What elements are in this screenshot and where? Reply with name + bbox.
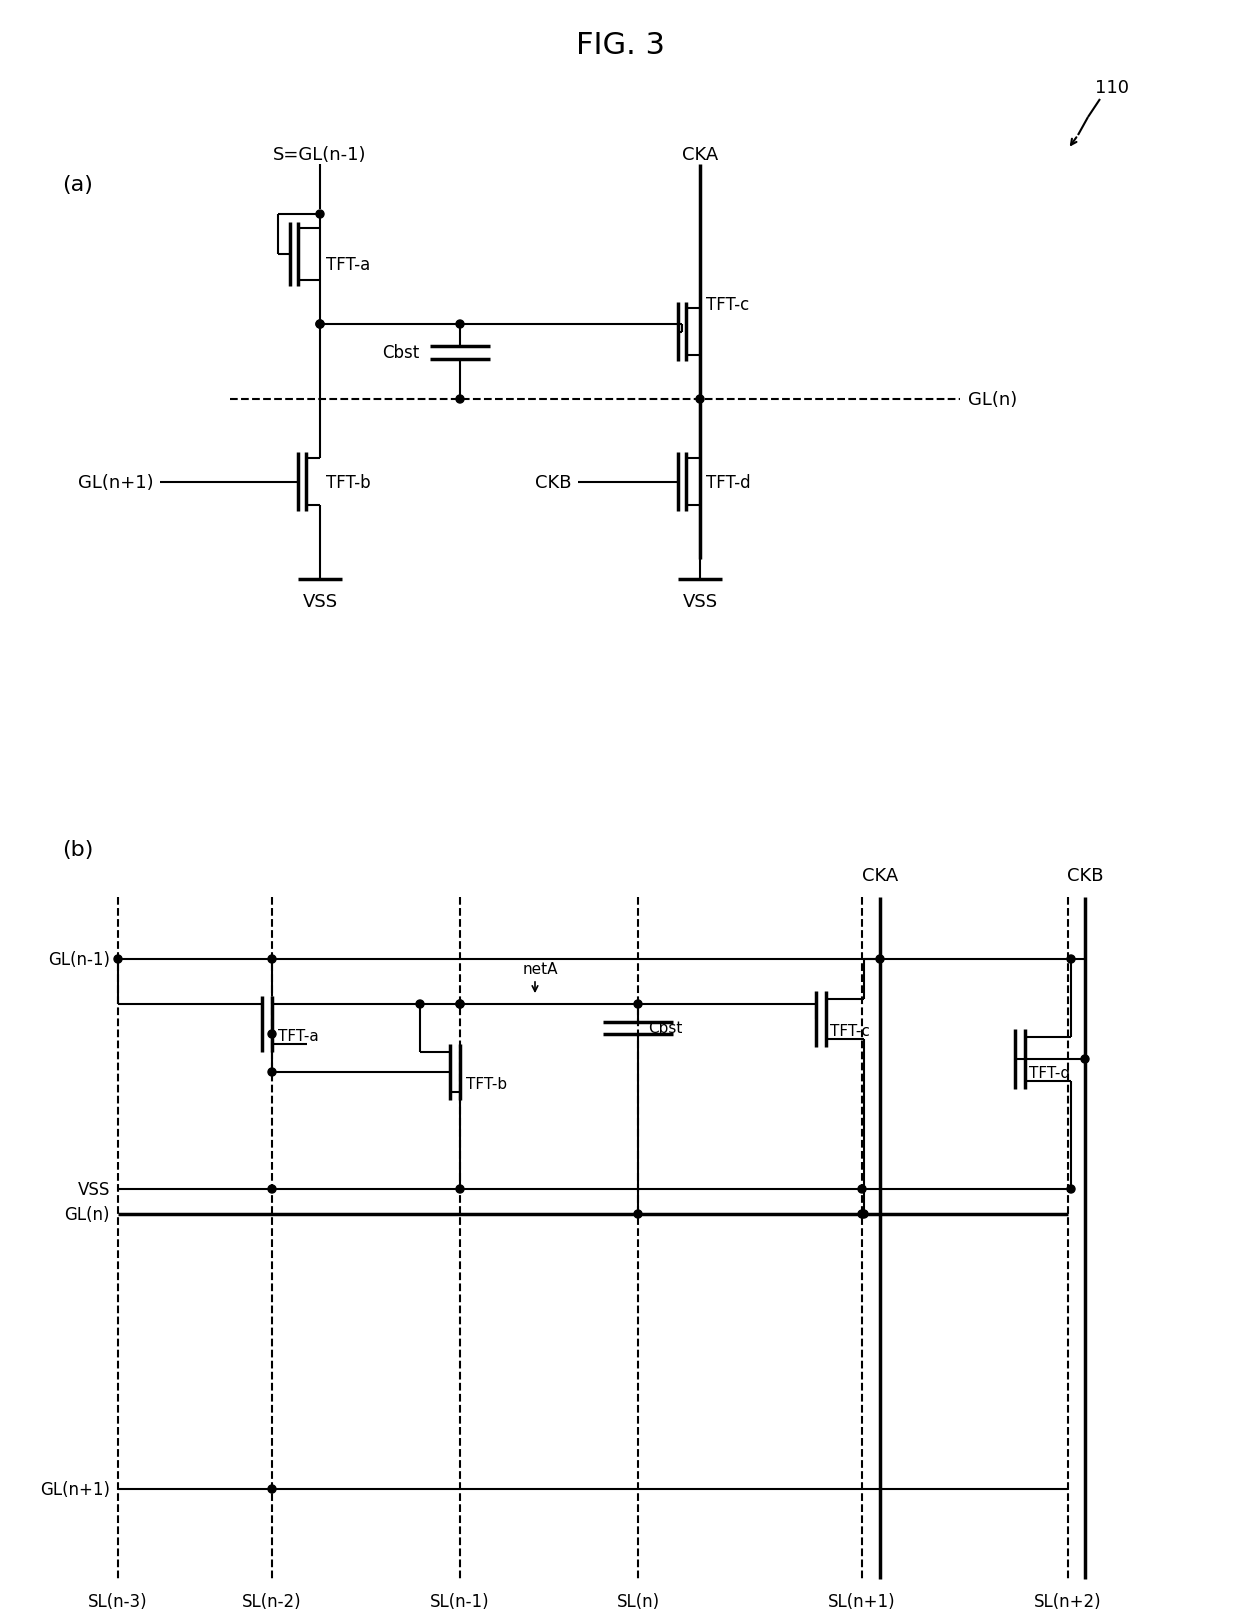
Circle shape xyxy=(415,1000,424,1008)
Text: GL(n-1): GL(n-1) xyxy=(48,951,110,969)
Text: TFT-c: TFT-c xyxy=(830,1024,870,1039)
Circle shape xyxy=(268,1068,277,1076)
Text: VSS: VSS xyxy=(682,592,718,610)
Circle shape xyxy=(114,956,122,964)
Text: 110: 110 xyxy=(1095,80,1128,97)
Circle shape xyxy=(316,321,324,329)
Text: GL(n): GL(n) xyxy=(64,1206,110,1224)
Circle shape xyxy=(696,396,704,404)
Text: CKA: CKA xyxy=(862,867,898,885)
Circle shape xyxy=(268,1485,277,1493)
Circle shape xyxy=(861,1211,868,1219)
Circle shape xyxy=(456,1000,464,1008)
Text: (a): (a) xyxy=(62,175,93,195)
Text: SL(n): SL(n) xyxy=(616,1592,660,1610)
Circle shape xyxy=(316,211,324,219)
Text: SL(n+1): SL(n+1) xyxy=(828,1592,895,1610)
Circle shape xyxy=(268,1031,277,1039)
Circle shape xyxy=(858,1211,866,1219)
Text: SL(n+2): SL(n+2) xyxy=(1034,1592,1102,1610)
Text: CKB: CKB xyxy=(536,474,572,492)
Text: TFT-d: TFT-d xyxy=(1029,1066,1070,1081)
Text: VSS: VSS xyxy=(303,592,337,610)
Text: SL(n-1): SL(n-1) xyxy=(430,1592,490,1610)
Circle shape xyxy=(858,1185,866,1193)
Text: TFT-b: TFT-b xyxy=(326,474,371,492)
Text: FIG. 3: FIG. 3 xyxy=(575,31,665,60)
Circle shape xyxy=(634,1000,642,1008)
Circle shape xyxy=(268,1185,277,1193)
Circle shape xyxy=(875,956,884,964)
Text: CKA: CKA xyxy=(682,146,718,164)
Text: SL(n-2): SL(n-2) xyxy=(242,1592,301,1610)
Text: Cbst: Cbst xyxy=(382,344,419,362)
Text: VSS: VSS xyxy=(78,1180,110,1198)
Circle shape xyxy=(1066,956,1075,964)
Circle shape xyxy=(634,1211,642,1219)
Text: GL(n): GL(n) xyxy=(968,391,1017,409)
Text: CKB: CKB xyxy=(1066,867,1104,885)
Circle shape xyxy=(456,396,464,404)
Text: S=GL(n-1): S=GL(n-1) xyxy=(273,146,367,164)
Circle shape xyxy=(456,321,464,329)
Circle shape xyxy=(456,1000,464,1008)
Circle shape xyxy=(268,956,277,964)
Text: SL(n-3): SL(n-3) xyxy=(88,1592,148,1610)
Text: TFT-d: TFT-d xyxy=(706,474,750,492)
Text: GL(n+1): GL(n+1) xyxy=(78,474,154,492)
Text: TFT-c: TFT-c xyxy=(706,295,749,313)
Text: netA: netA xyxy=(522,962,558,977)
Text: Cbst: Cbst xyxy=(649,1021,682,1035)
Circle shape xyxy=(456,1185,464,1193)
Text: (b): (b) xyxy=(62,839,93,860)
Text: TFT-a: TFT-a xyxy=(326,256,371,274)
Circle shape xyxy=(1066,1185,1075,1193)
Text: GL(n+1): GL(n+1) xyxy=(40,1480,110,1498)
Circle shape xyxy=(1081,1055,1089,1063)
Text: TFT-a: TFT-a xyxy=(278,1029,319,1044)
Circle shape xyxy=(316,321,324,329)
Text: TFT-b: TFT-b xyxy=(466,1076,507,1092)
